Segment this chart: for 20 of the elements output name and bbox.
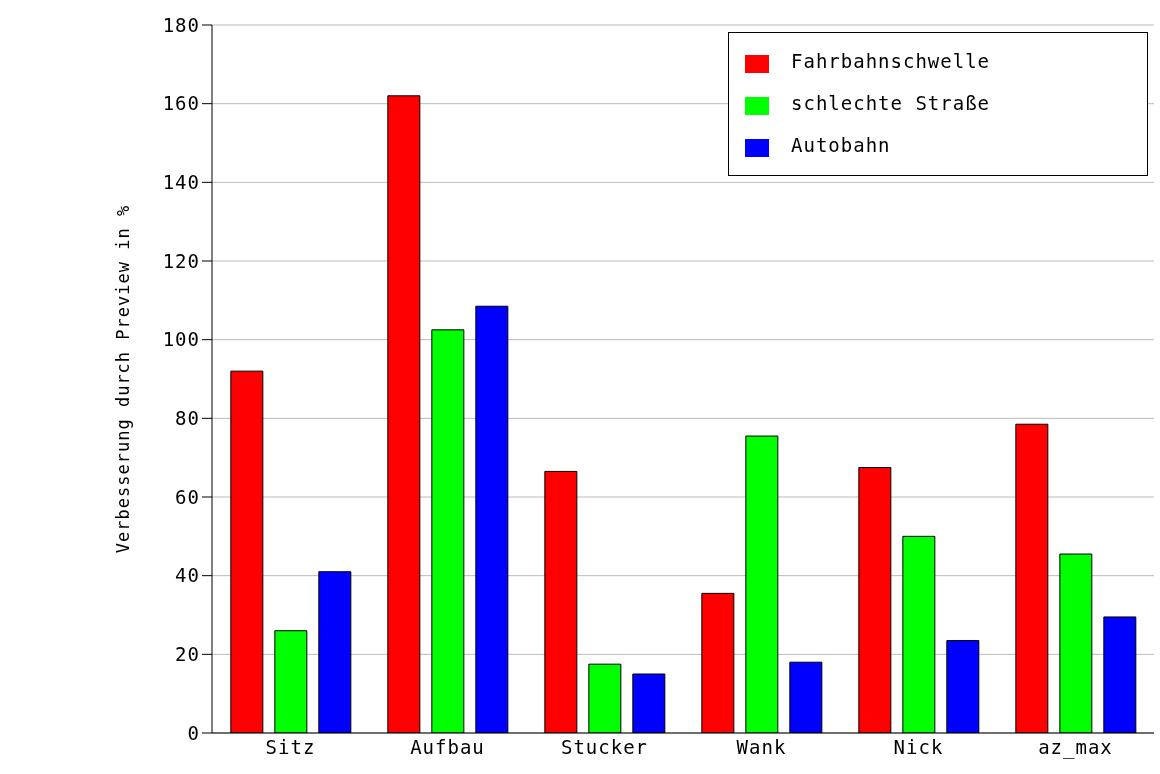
y-axis-title: Verbesserung durch Preview in % [113, 204, 134, 554]
x-tick-label: Sitz [265, 736, 316, 759]
y-tick-label: 120 [162, 249, 200, 272]
y-tick-label: 60 [175, 485, 200, 508]
x-tick-label: Nick [893, 736, 944, 759]
legend-label: Autobahn [791, 134, 891, 156]
x-tick-label: az_max [1038, 736, 1113, 760]
x-tick-label: Aufbau [410, 736, 485, 759]
y-tick-label: 140 [162, 171, 200, 194]
y-tick-label: 20 [175, 643, 200, 666]
x-tick-label: Stucker [560, 736, 649, 759]
legend-label: Fahrbahnschwelle [791, 50, 991, 72]
legend-label: schlechte Straße [791, 92, 991, 114]
x-tick-label: Wank [736, 736, 787, 759]
y-tick-label: 100 [162, 328, 200, 351]
y-tick-label: 80 [175, 407, 200, 430]
y-tick-label: 160 [162, 92, 200, 115]
y-tick-label: 180 [162, 13, 200, 36]
y-tick-label: 40 [175, 564, 200, 587]
y-tick-label: 0 [187, 721, 200, 744]
